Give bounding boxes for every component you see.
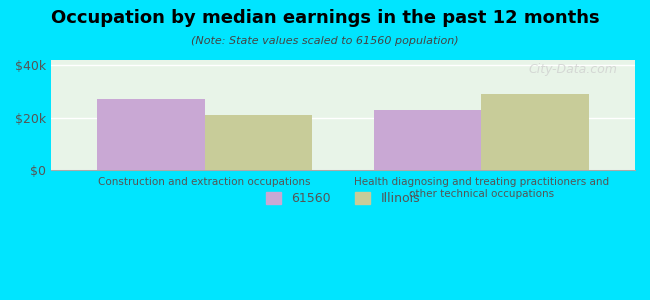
Text: (Note: State values scaled to 61560 population): (Note: State values scaled to 61560 popu… <box>191 36 459 46</box>
Bar <box>374 110 481 170</box>
Bar <box>97 99 205 170</box>
Text: City-Data.com: City-Data.com <box>528 63 618 76</box>
Text: Occupation by median earnings in the past 12 months: Occupation by median earnings in the pas… <box>51 9 599 27</box>
Bar <box>205 115 312 170</box>
Bar <box>481 94 589 170</box>
Legend: 61560, Illinois: 61560, Illinois <box>261 187 425 210</box>
